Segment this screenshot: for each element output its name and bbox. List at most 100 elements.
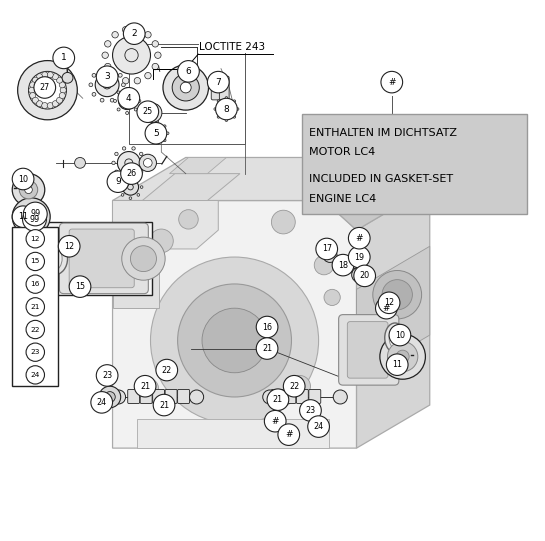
Text: 27: 27 bbox=[40, 83, 50, 92]
Circle shape bbox=[29, 82, 36, 88]
Text: 10: 10 bbox=[395, 331, 405, 340]
Circle shape bbox=[137, 178, 140, 181]
Circle shape bbox=[314, 255, 334, 275]
Circle shape bbox=[47, 103, 53, 109]
Circle shape bbox=[149, 125, 152, 128]
Circle shape bbox=[12, 168, 34, 190]
Circle shape bbox=[150, 126, 165, 140]
Circle shape bbox=[75, 157, 86, 168]
Text: ENGINE LC4: ENGINE LC4 bbox=[309, 194, 376, 204]
Circle shape bbox=[152, 41, 159, 47]
Circle shape bbox=[300, 400, 322, 421]
Circle shape bbox=[96, 66, 118, 88]
Circle shape bbox=[278, 424, 300, 445]
Text: ENTHALTEN IM DICHTSATZ: ENTHALTEN IM DICHTSATZ bbox=[309, 128, 457, 138]
Circle shape bbox=[102, 52, 108, 58]
Text: 21: 21 bbox=[140, 382, 150, 391]
Circle shape bbox=[58, 235, 80, 257]
Ellipse shape bbox=[385, 323, 405, 353]
Circle shape bbox=[91, 392, 113, 413]
Circle shape bbox=[134, 108, 137, 111]
FancyBboxPatch shape bbox=[302, 114, 528, 214]
Circle shape bbox=[123, 147, 126, 150]
Circle shape bbox=[256, 338, 278, 359]
Circle shape bbox=[59, 82, 65, 88]
Text: #: # bbox=[388, 77, 396, 87]
Circle shape bbox=[217, 100, 220, 102]
Circle shape bbox=[26, 252, 45, 270]
Circle shape bbox=[112, 72, 118, 79]
Circle shape bbox=[23, 202, 47, 226]
Circle shape bbox=[21, 207, 41, 227]
Text: #: # bbox=[355, 234, 363, 243]
Circle shape bbox=[129, 175, 132, 177]
Circle shape bbox=[124, 98, 130, 104]
Circle shape bbox=[264, 411, 286, 432]
Text: 18: 18 bbox=[338, 261, 348, 269]
Circle shape bbox=[149, 139, 152, 142]
Circle shape bbox=[19, 181, 38, 199]
Circle shape bbox=[118, 186, 120, 188]
Text: 19: 19 bbox=[354, 253, 364, 261]
Circle shape bbox=[112, 31, 118, 38]
Circle shape bbox=[121, 194, 124, 196]
Text: 22: 22 bbox=[31, 327, 40, 333]
Text: #: # bbox=[383, 304, 390, 313]
Text: 99: 99 bbox=[29, 215, 40, 224]
Circle shape bbox=[95, 73, 119, 97]
Text: 21: 21 bbox=[262, 344, 272, 353]
Circle shape bbox=[42, 103, 48, 109]
Circle shape bbox=[103, 81, 111, 89]
Circle shape bbox=[137, 101, 159, 122]
Circle shape bbox=[125, 49, 138, 62]
Circle shape bbox=[164, 125, 166, 128]
Circle shape bbox=[134, 375, 156, 397]
Text: #: # bbox=[271, 417, 279, 426]
Circle shape bbox=[132, 176, 135, 179]
Circle shape bbox=[92, 74, 96, 77]
Circle shape bbox=[26, 343, 45, 361]
Circle shape bbox=[149, 229, 173, 253]
Circle shape bbox=[57, 97, 63, 103]
Circle shape bbox=[32, 97, 39, 103]
Circle shape bbox=[115, 170, 118, 174]
Circle shape bbox=[60, 87, 66, 93]
Ellipse shape bbox=[389, 327, 401, 348]
Circle shape bbox=[22, 208, 46, 231]
Circle shape bbox=[335, 258, 347, 270]
FancyBboxPatch shape bbox=[165, 390, 177, 404]
Circle shape bbox=[164, 139, 166, 142]
Text: 17: 17 bbox=[322, 245, 332, 254]
FancyBboxPatch shape bbox=[59, 223, 148, 294]
Text: 22: 22 bbox=[289, 382, 299, 391]
Text: 11: 11 bbox=[18, 212, 28, 221]
Circle shape bbox=[34, 77, 56, 98]
Circle shape bbox=[57, 77, 63, 83]
Text: 12: 12 bbox=[64, 242, 74, 251]
Circle shape bbox=[100, 98, 104, 102]
Circle shape bbox=[134, 77, 141, 84]
Circle shape bbox=[92, 93, 96, 96]
Circle shape bbox=[121, 178, 124, 181]
Circle shape bbox=[126, 88, 129, 90]
Circle shape bbox=[178, 284, 292, 397]
Circle shape bbox=[28, 71, 66, 109]
Circle shape bbox=[26, 298, 45, 316]
Text: 4: 4 bbox=[126, 94, 132, 103]
Circle shape bbox=[59, 93, 65, 98]
Text: MOTOR LC4: MOTOR LC4 bbox=[309, 147, 375, 157]
Circle shape bbox=[145, 122, 167, 144]
Text: 12: 12 bbox=[384, 298, 394, 307]
FancyBboxPatch shape bbox=[35, 222, 152, 295]
Circle shape bbox=[137, 378, 159, 400]
Circle shape bbox=[105, 392, 115, 403]
Circle shape bbox=[26, 275, 45, 293]
Circle shape bbox=[155, 52, 161, 58]
Circle shape bbox=[52, 74, 58, 80]
Ellipse shape bbox=[41, 242, 68, 275]
Circle shape bbox=[129, 197, 132, 200]
Circle shape bbox=[180, 82, 191, 93]
Circle shape bbox=[107, 171, 129, 193]
Circle shape bbox=[140, 170, 143, 174]
Circle shape bbox=[308, 416, 329, 437]
